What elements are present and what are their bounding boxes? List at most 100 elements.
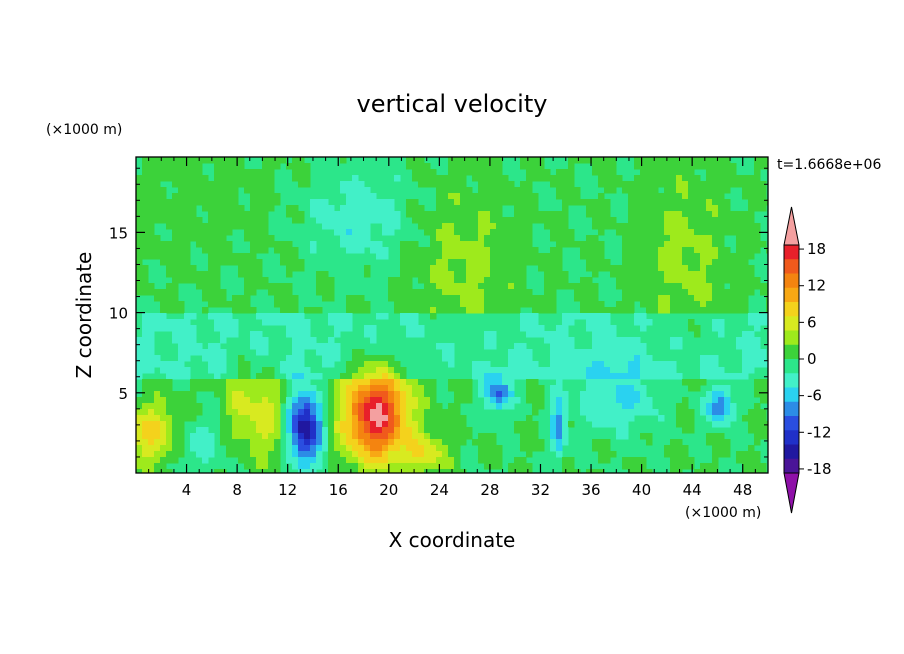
contour-cell	[670, 163, 677, 170]
contour-cell	[448, 415, 455, 422]
contour-cell	[226, 409, 233, 416]
contour-cell	[706, 223, 713, 230]
contour-cell	[172, 217, 179, 224]
contour-cell	[382, 415, 389, 422]
contour-cell	[604, 361, 611, 368]
contour-cell	[658, 163, 665, 170]
contour-cell	[532, 169, 539, 176]
contour-cell	[580, 361, 587, 368]
contour-cell	[178, 373, 185, 380]
contour-cell	[376, 373, 383, 380]
contour-cell	[460, 217, 467, 224]
contour-cell	[700, 283, 707, 290]
contour-cell	[364, 235, 371, 242]
contour-cell	[166, 163, 173, 170]
contour-cell	[514, 211, 521, 218]
contour-cell	[304, 337, 311, 344]
contour-cell	[562, 343, 569, 350]
contour-cell	[502, 241, 509, 248]
contour-cell	[202, 235, 209, 242]
contour-cell	[160, 157, 167, 164]
contour-cell	[592, 211, 599, 218]
contour-cell	[490, 373, 497, 380]
contour-cell	[394, 403, 401, 410]
contour-cell	[196, 217, 203, 224]
contour-cell	[442, 421, 449, 428]
contour-cell	[664, 373, 671, 380]
contour-cell	[250, 181, 257, 188]
contour-cell	[460, 181, 467, 188]
contour-cell	[148, 229, 155, 236]
contour-cell	[472, 163, 479, 170]
contour-cell	[604, 337, 611, 344]
contour-cell	[358, 385, 365, 392]
contour-cell	[598, 403, 605, 410]
contour-cell	[238, 157, 245, 164]
contour-cell	[526, 373, 533, 380]
contour-cell	[502, 289, 509, 296]
contour-cell	[190, 229, 197, 236]
contour-cell	[220, 217, 227, 224]
contour-cell	[262, 463, 269, 470]
contour-cell	[718, 409, 725, 416]
contour-cell	[754, 235, 761, 242]
contour-cell	[400, 445, 407, 452]
contour-cell	[754, 391, 761, 398]
contour-cell	[430, 379, 437, 386]
contour-cell	[262, 235, 269, 242]
contour-cell	[496, 397, 503, 404]
contour-cell	[214, 211, 221, 218]
contour-cell	[694, 283, 701, 290]
contour-cell	[556, 355, 563, 362]
contour-cell	[526, 415, 533, 422]
contour-cell	[136, 211, 143, 218]
contour-cell	[478, 265, 485, 272]
contour-cell	[700, 409, 707, 416]
contour-cell	[226, 313, 233, 320]
contour-cell	[616, 181, 623, 188]
contour-cell	[598, 175, 605, 182]
contour-cell	[604, 175, 611, 182]
contour-cell	[640, 163, 647, 170]
contour-cell	[652, 295, 659, 302]
contour-cell	[226, 433, 233, 440]
contour-cell	[490, 463, 497, 470]
contour-cell	[604, 217, 611, 224]
contour-cell	[298, 463, 305, 470]
contour-cell	[622, 253, 629, 260]
contour-cell	[286, 313, 293, 320]
contour-cell	[418, 253, 425, 260]
contour-cell	[640, 217, 647, 224]
contour-cell	[592, 379, 599, 386]
contour-cell	[688, 415, 695, 422]
contour-cell	[286, 265, 293, 272]
contour-cell	[676, 343, 683, 350]
contour-cell	[148, 163, 155, 170]
contour-cell	[748, 199, 755, 206]
contour-cell	[724, 295, 731, 302]
contour-cell	[520, 463, 527, 470]
contour-cell	[748, 451, 755, 458]
contour-cell	[442, 349, 449, 356]
contour-cell	[400, 259, 407, 266]
contour-cell	[142, 337, 149, 344]
contour-cell	[220, 289, 227, 296]
contour-cell	[526, 193, 533, 200]
contour-cell	[706, 199, 713, 206]
contour-cell	[424, 427, 431, 434]
contour-cell	[142, 217, 149, 224]
contour-cell	[748, 265, 755, 272]
contour-cell	[604, 307, 611, 314]
contour-cell	[526, 229, 533, 236]
contour-cell	[136, 355, 143, 362]
contour-cell	[442, 181, 449, 188]
contour-cell	[742, 229, 749, 236]
contour-cell	[154, 295, 161, 302]
contour-cell	[184, 355, 191, 362]
contour-cell	[712, 199, 719, 206]
contour-cell	[754, 355, 761, 362]
contour-cell	[304, 403, 311, 410]
contour-cell	[586, 319, 593, 326]
contour-cell	[400, 433, 407, 440]
contour-cell	[334, 223, 341, 230]
